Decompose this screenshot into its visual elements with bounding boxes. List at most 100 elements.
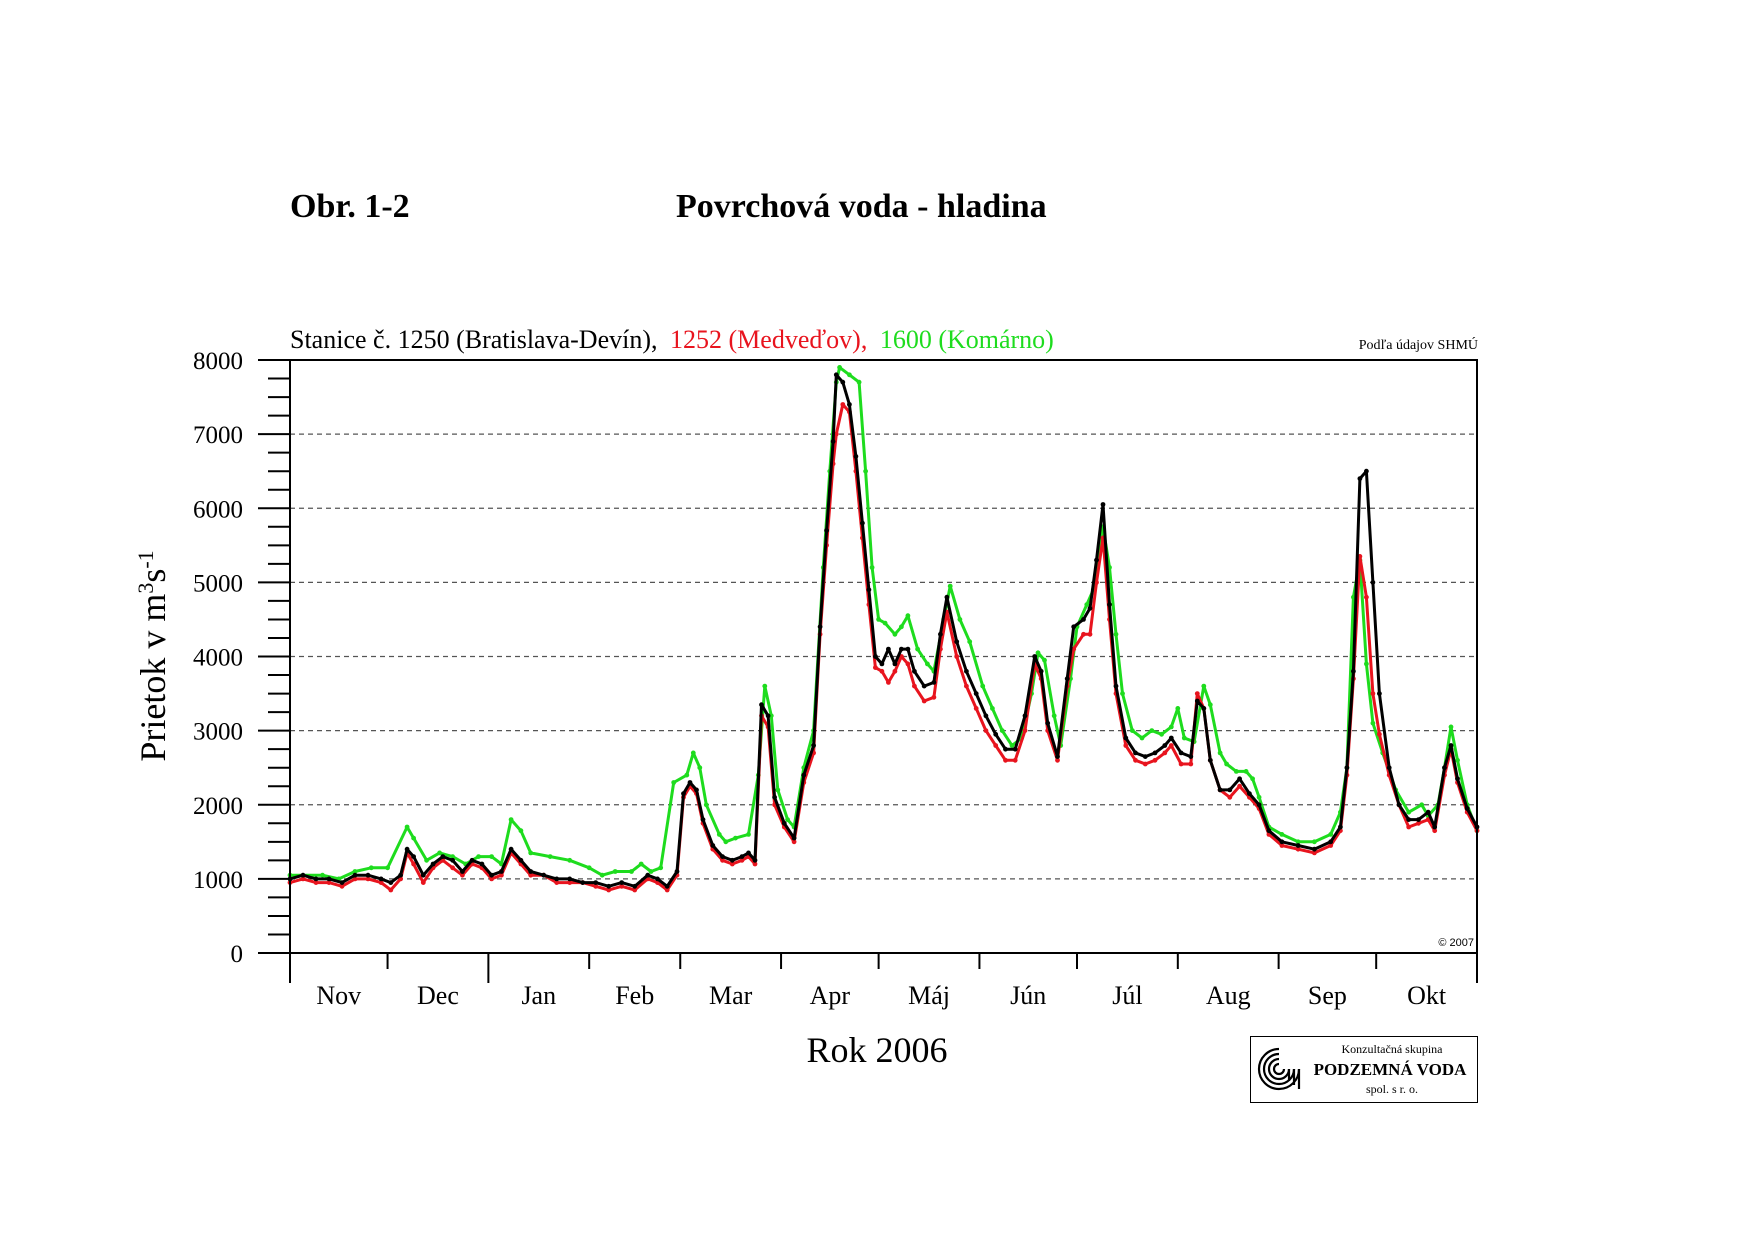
data-point (593, 883, 599, 889)
data-point (912, 683, 917, 689)
data-point (411, 854, 416, 859)
data-point (632, 883, 638, 889)
figure-number: Obr. 1-2 (290, 188, 410, 225)
data-point (915, 646, 920, 652)
data-point (1152, 750, 1158, 756)
data-point (1207, 757, 1213, 763)
data-point (964, 683, 969, 689)
data-point (619, 883, 625, 889)
data-point (420, 872, 426, 878)
data-point (720, 857, 725, 863)
data-point (499, 872, 504, 878)
data-point (791, 835, 797, 841)
data-point (1279, 832, 1285, 837)
data-point (1042, 657, 1047, 663)
data-point (450, 865, 455, 871)
data-point (1338, 824, 1343, 830)
data-point (837, 365, 842, 370)
data-point (1094, 580, 1099, 585)
logo-line-3: spol. s r. o. (1365, 1082, 1418, 1096)
data-point (541, 872, 547, 878)
data-point (1416, 820, 1421, 826)
x-month-label: Apr (810, 981, 851, 1010)
data-point (567, 876, 573, 882)
data-point (905, 613, 911, 619)
data-point (1256, 794, 1262, 800)
data-point (1364, 661, 1369, 667)
data-point (765, 713, 771, 719)
data-point (450, 854, 455, 859)
data-point (739, 854, 745, 859)
logo-line-2: PODZEMNÁ VODA (1313, 1060, 1467, 1079)
data-point (1175, 706, 1181, 711)
x-month-label: Jún (1010, 981, 1046, 1010)
data-point (1003, 757, 1008, 763)
data-point (619, 880, 625, 885)
data-point (528, 872, 534, 878)
data-point (1188, 761, 1194, 767)
data-point (1107, 602, 1112, 607)
data-point (1377, 691, 1382, 696)
data-point (739, 857, 745, 863)
data-point (967, 639, 973, 645)
data-point (664, 887, 670, 893)
data-point (973, 691, 979, 696)
data-point (729, 861, 735, 867)
data-point (326, 880, 332, 885)
data-point (746, 850, 751, 856)
data-point (1455, 776, 1460, 782)
data-point (1217, 787, 1223, 793)
data-point (873, 665, 878, 670)
data-point (1425, 809, 1431, 815)
data-point (1188, 754, 1194, 759)
data-point (886, 680, 891, 685)
data-point (853, 454, 859, 459)
data-point (508, 846, 514, 852)
y-tick-label: 0 (231, 941, 244, 968)
data-point (404, 846, 410, 852)
data-point (886, 646, 891, 652)
data-point (1133, 757, 1138, 763)
data-point (999, 728, 1005, 733)
data-point (1406, 817, 1412, 822)
data-point (674, 869, 680, 874)
y-axis: 0 1000 2000 3000 4000 5000 6000 7000 8000 (193, 348, 290, 968)
data-point (460, 872, 465, 878)
data-point (1312, 846, 1317, 852)
data-point (638, 861, 644, 867)
data-point (1123, 735, 1129, 741)
data-point (1370, 691, 1376, 696)
data-point (300, 876, 306, 882)
data-point (378, 876, 384, 882)
data-point (921, 683, 927, 689)
x-month-label: Máj (908, 981, 950, 1010)
data-point (1113, 631, 1119, 637)
data-point (1328, 839, 1334, 845)
data-point (1406, 824, 1412, 830)
data-point (1168, 743, 1174, 748)
y-tick-label: 7000 (193, 422, 243, 449)
data-point (313, 876, 319, 882)
data-point (1357, 476, 1363, 481)
data-point (1279, 843, 1285, 848)
data-point (954, 654, 960, 659)
data-point (1087, 605, 1093, 611)
data-point (1328, 832, 1334, 837)
data-point (1386, 765, 1392, 771)
data-point (746, 832, 751, 837)
data-point (365, 876, 371, 882)
data-point (1012, 746, 1018, 752)
data-point (938, 631, 943, 637)
data-point (1370, 580, 1376, 585)
data-point (1256, 802, 1262, 808)
data-point (1295, 839, 1301, 845)
data-point (879, 661, 885, 667)
data-point (801, 772, 807, 778)
data-point (840, 379, 846, 385)
data-point (1152, 757, 1158, 763)
y-tick-label: 8000 (193, 348, 243, 375)
data-point (1364, 468, 1369, 474)
data-point (925, 661, 930, 667)
data-point (833, 431, 839, 437)
